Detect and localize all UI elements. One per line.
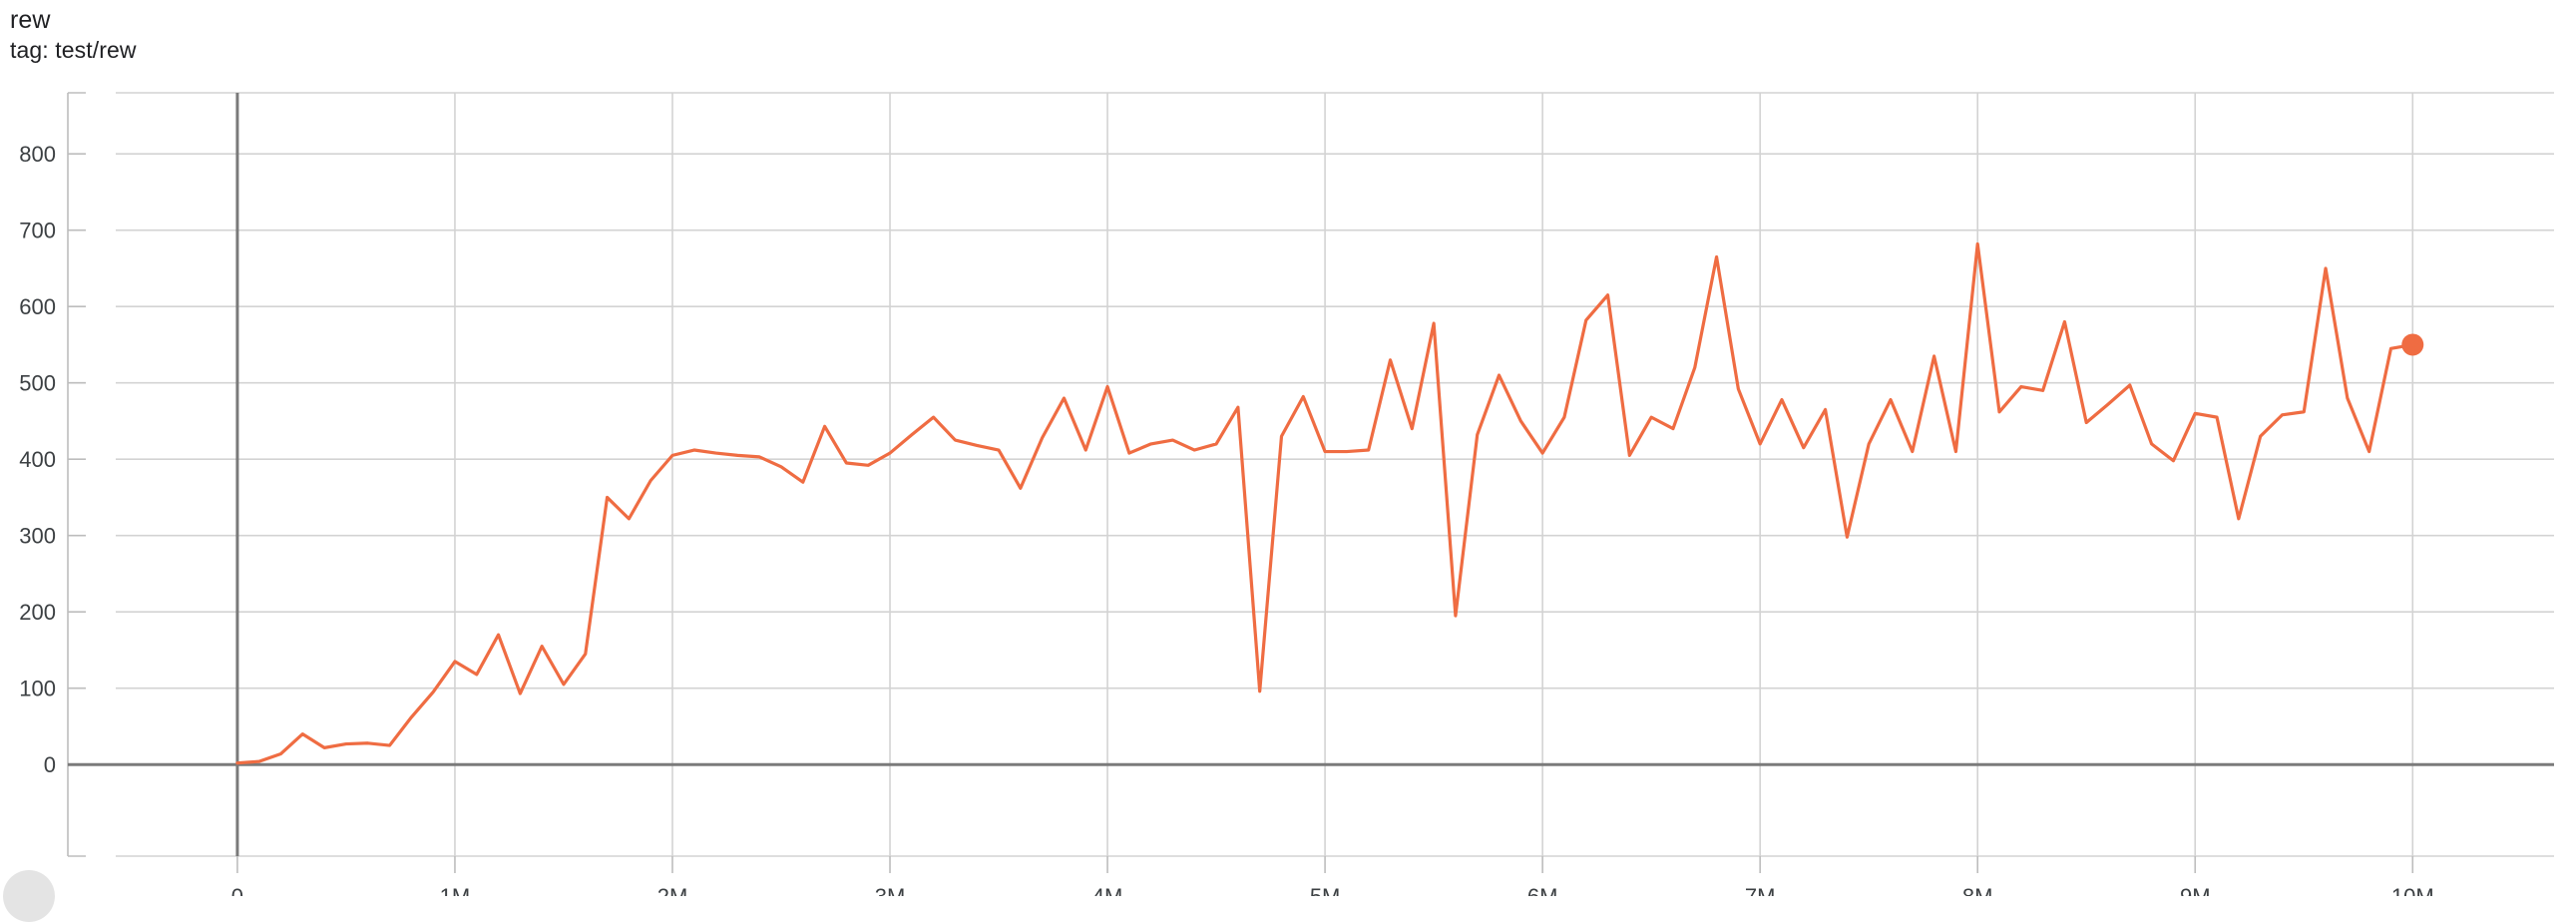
y-tick-label-400: 400 bbox=[19, 447, 56, 472]
x-tick-label-5M: 5M bbox=[1310, 884, 1341, 896]
page-title: rew bbox=[10, 6, 51, 34]
corner-floating-button[interactable] bbox=[3, 870, 55, 922]
data-series[interactable] bbox=[235, 241, 2414, 765]
x-tick-label-10M: 10M bbox=[2391, 884, 2434, 896]
x-tick-label-7M: 7M bbox=[1745, 884, 1776, 896]
y-tick-label-300: 300 bbox=[19, 524, 56, 549]
x-axis-tick-labels: 0 1M 2M 3M 4M 5M 6M 7M 8M 9M 10M bbox=[231, 884, 2434, 896]
line-chart-svg[interactable]: 0 100 200 300 400 500 600 700 800 0 1M 2M 3M 4M 5M 6M 7… bbox=[0, 0, 2576, 896]
vertical-gridlines bbox=[454, 93, 2414, 856]
x-tick-label-6M: 6M bbox=[1527, 884, 1558, 896]
x-tick-label-8M: 8M bbox=[1962, 884, 1993, 896]
chart-header: rew tag: test/rew bbox=[10, 6, 137, 63]
y-tick-label-800: 800 bbox=[19, 142, 56, 167]
horizontal-gridlines bbox=[116, 92, 2554, 857]
y-tick-label-500: 500 bbox=[19, 371, 56, 396]
x-tick-label-2M: 2M bbox=[657, 884, 688, 896]
endpoint-dot-test/rew[interactable] bbox=[2401, 333, 2424, 356]
y-axis-tick-labels: 0 100 200 300 400 500 600 700 800 bbox=[19, 142, 56, 777]
series-line-test/rew[interactable] bbox=[235, 241, 2414, 765]
x-tick-label-4M: 4M bbox=[1092, 884, 1123, 896]
y-tick-label-200: 200 bbox=[19, 600, 56, 625]
chart-tag-label: tag: test/rew bbox=[10, 36, 137, 63]
y-tick-label-600: 600 bbox=[19, 294, 56, 319]
x-tick-label-3M: 3M bbox=[875, 884, 906, 896]
y-tick-label-0: 0 bbox=[44, 752, 56, 777]
axis-lines bbox=[68, 93, 2554, 856]
x-tick-label-0: 0 bbox=[231, 884, 243, 896]
x-tick-label-9M: 9M bbox=[2180, 884, 2211, 896]
x-tick-label-1M: 1M bbox=[440, 884, 471, 896]
series-endpoint-marker[interactable] bbox=[2401, 333, 2424, 356]
y-tick-label-100: 100 bbox=[19, 677, 56, 701]
plot-area[interactable]: 0 100 200 300 400 500 600 700 800 0 1M 2M 3M 4M 5M 6M 7… bbox=[0, 0, 2576, 896]
y-tick-label-700: 700 bbox=[19, 219, 56, 243]
axis-tick-marks bbox=[67, 92, 2414, 873]
